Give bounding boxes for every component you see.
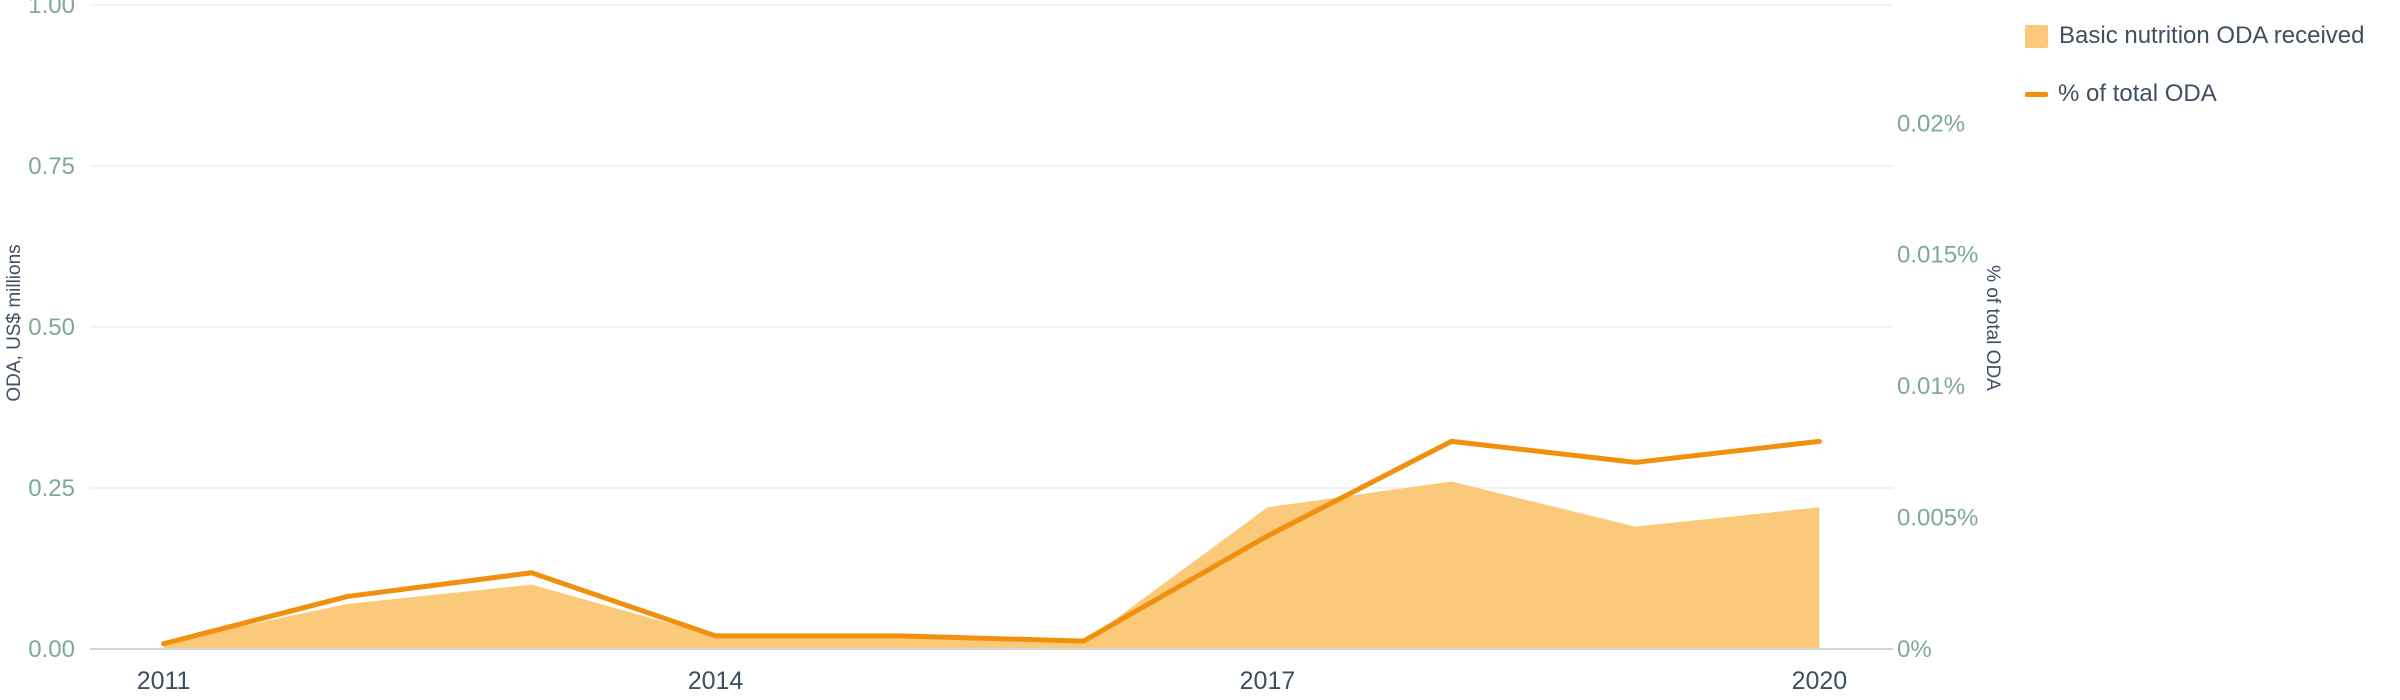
right-tick-label: 0.01%: [1897, 373, 1965, 400]
legend-label-line: % of total ODA: [2058, 80, 2217, 107]
series-layer: [161, 438, 1822, 649]
x-tick-label: 2020: [1792, 667, 1848, 695]
area-series-basic-nutrition-oda: [163, 481, 1820, 649]
left-tick-label: 0.75: [28, 153, 75, 180]
left-axis-title: ODA, US$ millions: [4, 244, 25, 401]
grid-lines: [90, 4, 1893, 489]
legend: Basic nutrition ODA received % of total …: [2025, 18, 2364, 134]
legend-item-line[interactable]: % of total ODA: [2025, 76, 2364, 112]
left-tick-label: 0.25: [28, 475, 75, 502]
x-tick-label: 2014: [688, 667, 744, 695]
x-tick-label: 2017: [1240, 667, 1296, 695]
left-axis-ticks: 0.00 0.25 0.50 0.75 1.00: [28, 0, 75, 663]
right-axis-ticks: 0% 0.005% 0.01% 0.015% 0.02%: [1897, 110, 1978, 663]
right-tick-label: 0.02%: [1897, 110, 1965, 137]
x-tick-label: 2011: [137, 667, 191, 695]
left-tick-label: 0.00: [28, 636, 75, 663]
legend-item-area[interactable]: Basic nutrition ODA received: [2025, 18, 2364, 54]
left-tick-label: 1.00: [28, 0, 75, 19]
right-tick-label: 0.015%: [1897, 242, 1978, 269]
right-tick-label: 0.005%: [1897, 505, 1978, 532]
legend-swatch-area: [2025, 24, 2048, 48]
right-axis-title: % of total ODA: [1982, 265, 2003, 391]
right-tick-label: 0%: [1897, 636, 1932, 663]
line-series-pct-total-oda: [161, 438, 1822, 647]
legend-swatch-line: [2025, 91, 2048, 97]
legend-label-area: Basic nutrition ODA received: [2059, 22, 2365, 49]
left-tick-label: 0.50: [28, 314, 75, 341]
x-axis-ticks: 2011 2014 2017 2020: [137, 667, 1848, 695]
